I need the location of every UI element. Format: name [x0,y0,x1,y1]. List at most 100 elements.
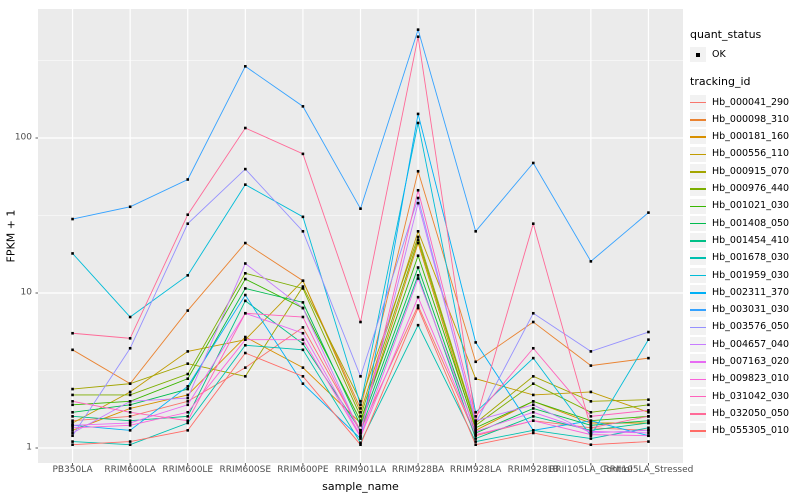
legend-entry-label: Hb_000098_310 [712,113,790,125]
series-color-key-icon [690,198,706,214]
data-point [71,348,74,352]
legend-entry[interactable]: Hb_031042_030 [690,388,798,405]
legend-entry-label: Hb_031042_030 [712,390,790,402]
data-point [301,366,305,369]
legend-entry[interactable]: Hb_001454_410 [690,232,798,249]
legend-entry[interactable]: Hb_001959_030 [690,267,798,284]
data-point [531,431,535,435]
data-point [128,390,132,394]
legend-entry[interactable]: Hb_001408_050 [690,215,798,232]
data-point [589,430,593,433]
data-point [531,320,535,324]
legend-entry[interactable]: Hb_000556_110 [690,146,798,163]
data-point [647,419,650,423]
data-point [301,301,305,304]
series-color-key-icon [690,388,706,404]
legend-entry[interactable]: Hb_032050_050 [690,405,798,422]
data-point [531,222,535,225]
data-point [589,421,593,425]
data-point [244,287,247,290]
legend-entry-ok[interactable]: OK [690,46,798,63]
legend-entry[interactable]: Hb_000915_070 [690,163,798,180]
data-point [474,360,477,364]
data-point [416,274,420,277]
legend-entry[interactable]: Hb_001021_030 [690,197,798,214]
legend-entry[interactable]: Hb_002311_370 [690,284,798,301]
data-point [474,341,477,344]
series-color-key-icon [690,94,706,110]
x-tick-label: RRIM928LA [449,465,502,475]
data-point [244,241,247,245]
legend-entry-label: Hb_000915_070 [712,165,790,177]
data-point [186,421,190,425]
data-point [474,440,477,443]
legend-entry[interactable]: Hb_003031_030 [690,301,798,318]
legend-entry[interactable]: Hb_000098_310 [690,111,798,128]
data-point [186,419,190,423]
legend-entry[interactable]: Hb_007163_020 [690,353,798,370]
legend-entry[interactable]: Hb_000041_290 [690,94,798,111]
data-point [301,152,305,156]
data-point [301,279,305,283]
data-point [531,429,535,432]
data-point [359,207,362,210]
data-point [647,410,650,414]
data-point [186,410,190,414]
data-point [359,424,362,427]
legend-tracking-id-entries: Hb_000041_290 Hb_000098_310 Hb_000181_160 H… [690,94,798,440]
data-point [531,375,535,378]
data-point [531,346,535,350]
series-color-key-icon [690,336,706,352]
data-point [128,421,132,425]
data-point [359,437,362,440]
legend-entry[interactable]: Hb_004657_040 [690,336,798,353]
data-point [244,375,247,378]
series-color-key-icon [690,319,706,335]
data-point [186,362,190,365]
legend-entry[interactable]: Hb_003576_050 [690,319,798,336]
data-point [301,382,305,385]
y-tick-label: 1 [26,442,32,453]
y-axis-title: FPKM + 1 [4,209,18,263]
legend-entry[interactable]: Hb_001678_030 [690,249,798,266]
data-point [186,274,190,277]
data-point [128,315,132,319]
data-point [474,430,477,433]
data-point [71,387,74,391]
data-point [589,431,593,435]
legend-entry[interactable]: Hb_009823_010 [690,370,798,387]
data-point [359,431,362,435]
data-point [128,424,132,427]
data-point [647,403,650,407]
y-tick-label: 10 [20,287,32,298]
legend-entry[interactable]: Hb_055305_010 [690,422,798,439]
data-point [416,277,420,280]
data-point [359,375,362,378]
data-point [416,112,420,116]
data-point [647,429,650,432]
data-point [244,183,247,186]
legend-entry[interactable]: Hb_000181_160 [690,128,798,145]
series-color-key-icon [690,112,706,128]
data-point [416,266,420,269]
data-point [416,323,420,327]
x-axis-title: sample_name [322,480,399,493]
data-point [416,235,420,239]
data-point [531,419,535,423]
legend-entry-label: Hb_055305_010 [712,425,790,437]
data-point [186,372,190,376]
data-point [71,443,74,447]
data-point [474,426,477,430]
legend-entry[interactable]: Hb_000976_440 [690,180,798,197]
legend-entry-label: Hb_000181_160 [712,131,790,143]
data-point [244,277,247,281]
data-point [474,424,477,427]
data-point [531,415,535,418]
data-point [647,398,650,401]
data-point [474,410,477,414]
data-point [589,426,593,430]
data-point [647,415,650,418]
data-point [301,375,305,378]
data-point [474,419,477,423]
